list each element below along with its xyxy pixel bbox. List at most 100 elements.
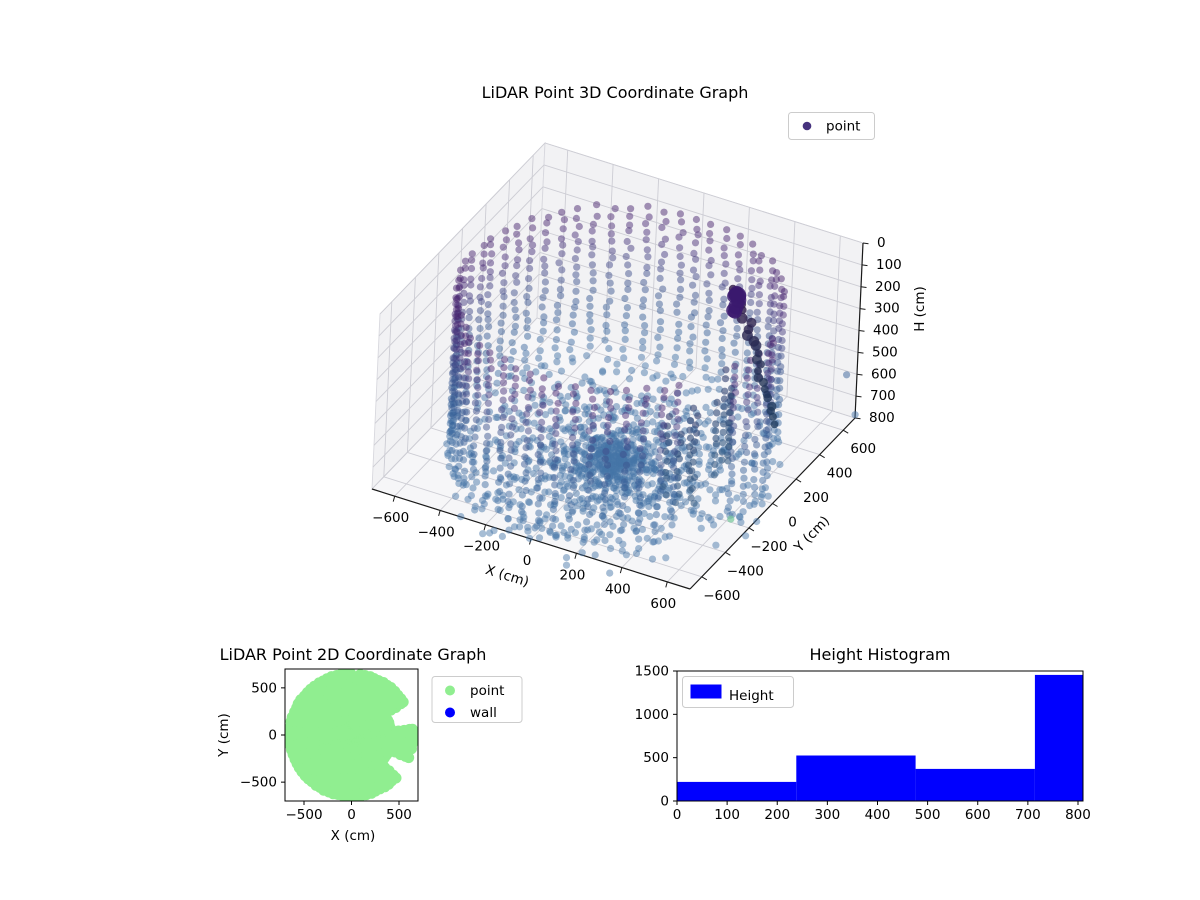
scatter-point (465, 346, 473, 354)
scatter-point (592, 439, 600, 447)
scatter-point (744, 391, 752, 399)
scatter-point (635, 453, 643, 461)
scatter-point (670, 418, 678, 426)
histogram-title: Height Histogram (810, 645, 951, 664)
scatter-point (627, 205, 635, 213)
scatter-point (759, 476, 767, 484)
scatter-point (606, 503, 614, 512)
scatter-point (450, 408, 458, 416)
scatter-point (604, 421, 612, 429)
scatter-point (731, 362, 739, 370)
scatter-point (569, 483, 578, 491)
scatter-point (514, 256, 522, 264)
scatter-point (524, 316, 532, 325)
scatter-point (550, 464, 559, 472)
scatter-point (612, 431, 620, 439)
scatter-point (554, 399, 562, 407)
scatter-point (609, 460, 618, 468)
scatter-point (468, 473, 476, 481)
scatter-point (607, 414, 615, 422)
x-tick (438, 510, 441, 517)
scatter-point (572, 464, 580, 472)
scatter-point (625, 460, 633, 468)
scatter-point (482, 447, 490, 455)
plot2d-legend: point wall (431, 676, 523, 723)
scatter-point (473, 382, 481, 390)
scatter-point (539, 327, 547, 335)
scatter-point (497, 442, 505, 450)
scatter-point (641, 322, 649, 330)
scatter-point (494, 505, 502, 513)
scatter-point (625, 458, 633, 466)
scatter-point (606, 474, 614, 482)
scatter-point (463, 357, 471, 366)
scatter-point (568, 508, 576, 516)
scatter-point (758, 490, 766, 499)
scatter-point (764, 447, 772, 455)
scatter-point (673, 344, 681, 352)
scatter-point (502, 236, 510, 244)
scatter-point (585, 443, 593, 451)
scatter-point (481, 481, 489, 489)
scatter-point (604, 457, 612, 465)
scatter-point (552, 389, 560, 397)
scatter-point (462, 416, 470, 424)
tick-label: 600 (871, 366, 897, 382)
scatter-point (457, 340, 465, 348)
tick-label: 500 (386, 807, 412, 823)
scatter-point (635, 484, 643, 492)
scatter-point (651, 448, 659, 456)
scatter-point (598, 530, 606, 539)
scatter-point (449, 421, 457, 429)
scatter-point (519, 510, 527, 518)
scatter-point (459, 363, 467, 371)
scatter-point (593, 459, 601, 467)
scatter-point (705, 443, 713, 451)
scatter-point (466, 307, 474, 316)
histogram-legend-label: Height (729, 688, 774, 704)
scatter-point (729, 398, 737, 406)
scatter-point (595, 450, 603, 458)
scatter-point (623, 443, 631, 451)
scatter-point (451, 374, 460, 382)
scatter-point (554, 382, 563, 391)
scatter-point (586, 477, 595, 485)
scatter-point (764, 350, 773, 358)
scatter-point (714, 375, 722, 383)
scatter-point (537, 474, 546, 482)
scatter-point (617, 431, 625, 439)
scatter-point (750, 460, 759, 468)
scatter-point (545, 213, 553, 221)
scatter-point (579, 538, 587, 546)
scatter-point (610, 434, 618, 442)
scatter-point (511, 448, 519, 456)
scatter-point (563, 480, 571, 488)
scatter-point (663, 422, 672, 430)
scatter-point (633, 425, 641, 433)
scatter-point (756, 360, 765, 369)
scatter-point (455, 373, 463, 381)
scatter-point (602, 499, 610, 507)
scatter-point (739, 466, 748, 474)
scatter-point (585, 461, 593, 469)
scatter-point (604, 441, 613, 449)
scatter-point (533, 484, 541, 492)
tick-label: 500 (915, 807, 941, 823)
scatter-point (510, 523, 519, 531)
scatter-point (637, 353, 646, 361)
scatter-point (474, 399, 482, 407)
scatter-point (658, 404, 666, 412)
scatter-point (518, 507, 526, 516)
scatter-point (726, 397, 734, 405)
scatter-point (751, 490, 759, 498)
scatter-point (594, 478, 602, 486)
scatter-point (461, 339, 469, 347)
scatter-point (616, 460, 624, 468)
scatter-point (660, 208, 668, 216)
scatter-point (673, 467, 681, 476)
scatter-point (465, 435, 473, 443)
scatter-point (452, 352, 460, 360)
scatter-point (618, 451, 626, 459)
scatter-point (701, 347, 709, 355)
scatter-point (551, 344, 559, 352)
